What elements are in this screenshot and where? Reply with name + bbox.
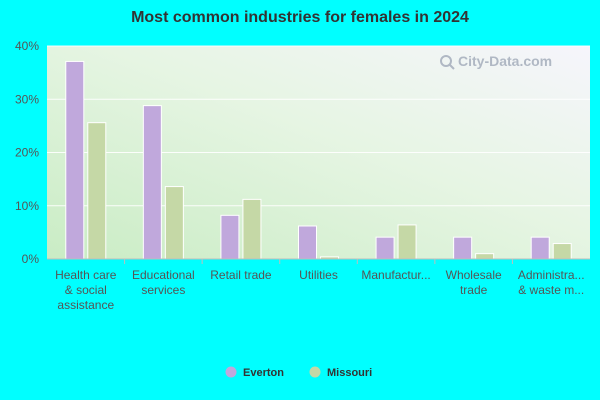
x-tick-label: Wholesale trade	[446, 268, 502, 297]
chart-title: Most common industries for females in 20…	[131, 9, 469, 26]
x-tick-label: Retail trade	[210, 268, 272, 282]
bar-everton	[298, 225, 317, 260]
axes: 0% 10% 20% 30% 40% Health care & social assista…	[15, 39, 590, 312]
x-tick-label: Educational services	[132, 268, 195, 297]
y-tick-label: 10%	[15, 199, 39, 213]
bar-missouri	[164, 186, 184, 260]
bar-missouri	[552, 243, 572, 260]
bar-everton	[453, 236, 473, 260]
magnifier-icon-handle	[449, 64, 455, 70]
bar-everton	[530, 236, 550, 260]
bar-missouri	[475, 253, 495, 260]
y-tick-label: 30%	[15, 92, 39, 106]
bar-everton	[65, 60, 85, 260]
x-tick-label: Health care & social assistance	[55, 268, 117, 312]
y-tick-label: 40%	[15, 39, 39, 53]
y-tick-label: 20%	[15, 146, 39, 160]
legend-swatch-everton	[225, 366, 237, 378]
x-tick-label: Utilities	[299, 268, 338, 282]
gridlines	[47, 45, 590, 207]
bar-everton	[220, 214, 240, 260]
legend-label-everton: Everton	[243, 367, 284, 379]
bar-missouri	[87, 122, 107, 260]
legend: Everton Missouri	[225, 366, 372, 379]
legend-swatch-missouri	[309, 366, 321, 378]
y-tick-label: 0%	[22, 252, 40, 266]
bar-everton	[375, 236, 395, 260]
legend-label-missouri: Missouri	[327, 367, 372, 379]
x-tick-label: Administra... & waste m...	[518, 268, 585, 297]
x-tick-label: Manufactur...	[361, 268, 430, 282]
watermark-text: City-Data.com	[458, 53, 552, 69]
bar-everton	[142, 105, 162, 260]
watermark: City-Data.com	[440, 53, 552, 70]
magnifier-icon	[440, 55, 452, 67]
bar-missouri	[242, 198, 262, 260]
bar-missouri	[397, 224, 417, 260]
